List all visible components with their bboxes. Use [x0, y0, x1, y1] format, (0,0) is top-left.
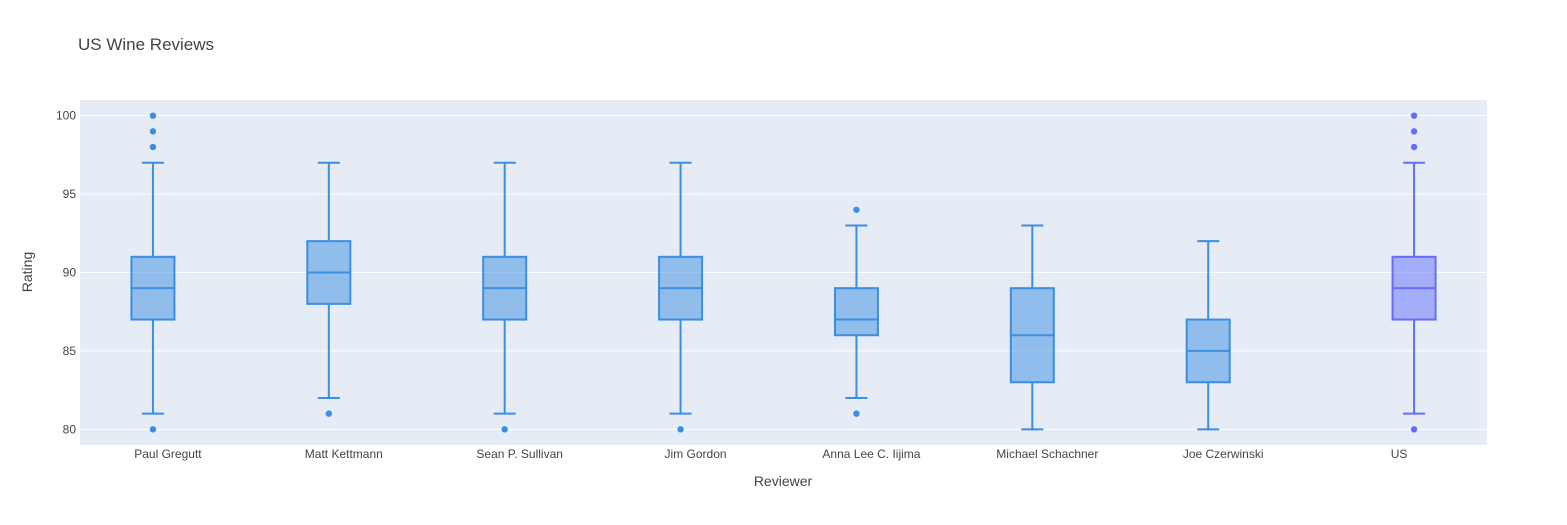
x-tick-label: Paul Gregutt — [134, 447, 202, 461]
box-anna-lee-c-iijima — [833, 206, 879, 417]
x-tick-label: Joe Czerwinski — [1183, 447, 1264, 461]
y-axis-title: Rating — [19, 252, 35, 292]
outlier-point — [149, 426, 157, 433]
iqr-box — [833, 287, 879, 337]
outlier-point — [853, 410, 860, 417]
y-tick-label: 80 — [63, 422, 77, 436]
x-axis-title: Reviewer — [754, 473, 813, 489]
outlier-point — [1410, 143, 1418, 151]
outlier-point — [149, 112, 157, 119]
box-paul-gregutt — [130, 112, 176, 433]
outlier-point — [677, 426, 684, 433]
outlier-point — [853, 206, 860, 213]
y-tick-label: 95 — [63, 187, 77, 201]
outlier-point — [149, 128, 157, 135]
x-axis-ticks: Paul Gregutt Matt Kettmann Sean P. Sulliva… — [134, 447, 1407, 461]
outlier-point — [325, 410, 333, 417]
x-tick-label: Jim Gordon — [665, 447, 727, 461]
box-matt-kettmann — [306, 161, 352, 417]
x-tick-label: Anna Lee C. Iijima — [822, 447, 920, 461]
chart-title: US Wine Reviews — [78, 35, 214, 54]
box-sean-p-sullivan — [482, 161, 528, 433]
y-axis-ticks: 80 85 90 95 100 — [56, 109, 76, 437]
outlier-point — [1410, 426, 1418, 433]
box-us — [1391, 112, 1437, 433]
x-tick-label: Michael Schachner — [996, 447, 1098, 461]
outlier-point — [1410, 112, 1418, 119]
outlier-point — [1410, 128, 1418, 135]
x-tick-label: US — [1391, 447, 1408, 461]
outlier-point — [501, 426, 508, 433]
box-jim-gordon — [658, 161, 704, 433]
y-tick-label: 100 — [56, 109, 76, 123]
y-tick-label: 90 — [63, 266, 77, 280]
x-tick-label: Sean P. Sullivan — [476, 447, 563, 461]
box-series — [130, 112, 1437, 433]
box-joe-czerwinski — [1185, 240, 1231, 431]
box-michael-schachner — [1009, 224, 1055, 431]
outlier-point — [149, 143, 157, 151]
x-tick-label: Matt Kettmann — [305, 447, 383, 461]
y-tick-label: 85 — [63, 344, 77, 358]
